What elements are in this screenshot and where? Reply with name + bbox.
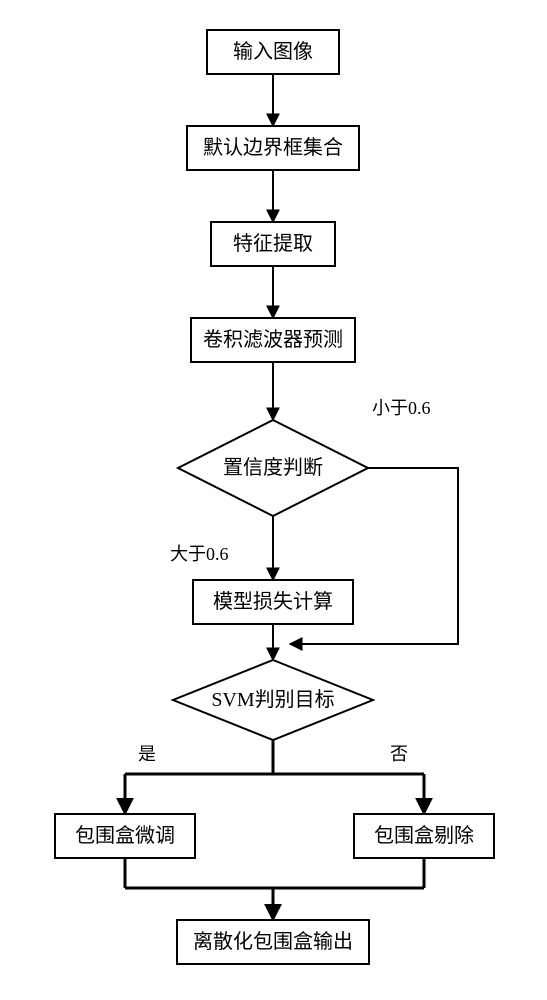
edge-label-lt06: 小于0.6 [372, 398, 431, 418]
flow-box-label-n9: 包围盒剔除 [374, 824, 474, 847]
flow-box-label-n8: 包围盒微调 [75, 824, 175, 847]
flow-diamond-label-n5: 置信度判断 [223, 456, 323, 479]
flow-box-label-n1: 输入图像 [233, 40, 313, 63]
edge-label-yes: 是 [138, 744, 156, 764]
flow-box-label-n10: 离散化包围盒输出 [193, 930, 353, 953]
flow-diamond-label-n7: SVM判别目标 [211, 688, 334, 711]
edge-label-no: 否 [390, 744, 408, 764]
flow-box-label-n4: 卷积滤波器预测 [203, 328, 343, 351]
flowchart-canvas: 输入图像默认边界框集合特征提取卷积滤波器预测置信度判断模型损失计算 SVM判别目标… [0, 0, 547, 1000]
flow-box-label-n2: 默认边界框集合 [203, 136, 343, 159]
flow-box-label-n3: 特征提取 [233, 232, 313, 255]
flow-box-label-n6: 模型损失计算 [213, 590, 333, 613]
edge-label-gt06: 大于0.6 [170, 544, 229, 564]
